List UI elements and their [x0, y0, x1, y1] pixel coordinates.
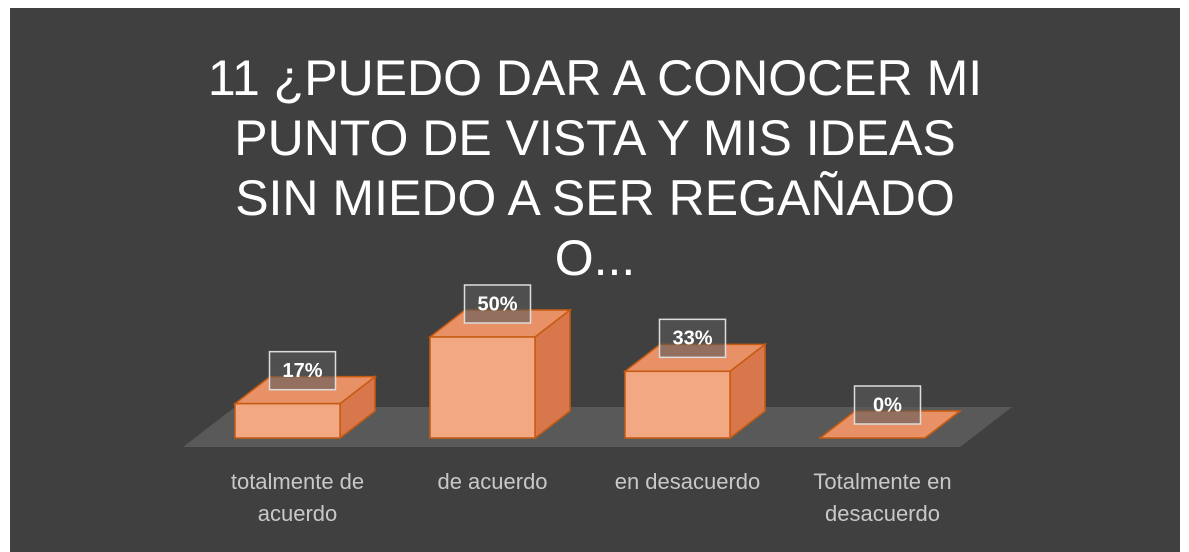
- bar-front: [234, 402, 341, 439]
- value-label-box: [463, 284, 532, 324]
- value-label: 0%: [873, 394, 902, 416]
- x-tick-label: en desacuerdo: [614, 469, 761, 494]
- value-label-box: [853, 385, 922, 425]
- bar-front: [624, 370, 731, 439]
- chart: 11 ¿PUEDO DAR A CONOCER MI PUNTO DE VIST…: [10, 8, 1180, 552]
- x-tick-label: Totalmente en desacuerdo: [813, 469, 952, 526]
- value-label-box: [658, 318, 727, 359]
- value-label: 50%: [477, 293, 517, 315]
- x-tick-label: totalmente de acuerdo: [230, 469, 365, 526]
- chart-title: 11 ¿PUEDO DAR A CONOCER MI PUNTO DE VIST…: [207, 50, 983, 286]
- bar: [427, 308, 573, 440]
- value-label: 17%: [282, 360, 322, 382]
- bar: [622, 342, 768, 440]
- bar-front: [429, 336, 536, 439]
- value-label: 33%: [672, 328, 712, 350]
- x-tick-label: de acuerdo: [437, 469, 548, 494]
- value-label-box: [268, 350, 337, 391]
- floor: [183, 407, 1012, 447]
